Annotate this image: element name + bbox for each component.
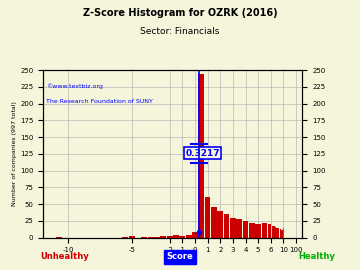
Text: ©www.textbiz.org: ©www.textbiz.org [46, 84, 103, 89]
Bar [122, 237, 128, 238]
Bar [129, 236, 135, 238]
Bar [205, 197, 211, 238]
Bar [281, 230, 283, 238]
Bar [141, 237, 147, 238]
Bar [217, 211, 223, 238]
Bar [278, 228, 279, 238]
Text: Score: Score [167, 252, 193, 261]
Bar [167, 236, 172, 238]
Y-axis label: Number of companies (997 total): Number of companies (997 total) [12, 102, 17, 206]
Bar [56, 237, 62, 238]
Bar [262, 223, 267, 238]
Bar [148, 237, 154, 238]
Bar [273, 226, 275, 238]
Bar [192, 232, 198, 238]
Bar [224, 214, 229, 238]
Text: The Research Foundation of SUNY: The Research Foundation of SUNY [46, 99, 153, 104]
Text: Healthy: Healthy [298, 252, 335, 261]
Bar [243, 221, 248, 238]
Bar [179, 236, 185, 238]
Bar [280, 229, 281, 238]
Bar [211, 207, 217, 238]
Bar [276, 228, 278, 238]
Bar [236, 219, 242, 238]
Bar [186, 235, 192, 238]
Text: Unhealthy: Unhealthy [40, 252, 89, 261]
Bar [161, 236, 166, 238]
Bar [154, 237, 160, 238]
Bar [230, 218, 236, 238]
Bar [268, 224, 271, 238]
Bar [198, 73, 204, 238]
Bar [272, 225, 273, 238]
Text: Sector: Financials: Sector: Financials [140, 27, 220, 36]
Bar [249, 223, 255, 238]
Bar [173, 235, 179, 238]
Bar [255, 224, 261, 238]
Bar [275, 227, 276, 238]
Text: 0.3217: 0.3217 [185, 149, 220, 158]
Text: Z-Score Histogram for OZRK (2016): Z-Score Histogram for OZRK (2016) [83, 8, 277, 18]
